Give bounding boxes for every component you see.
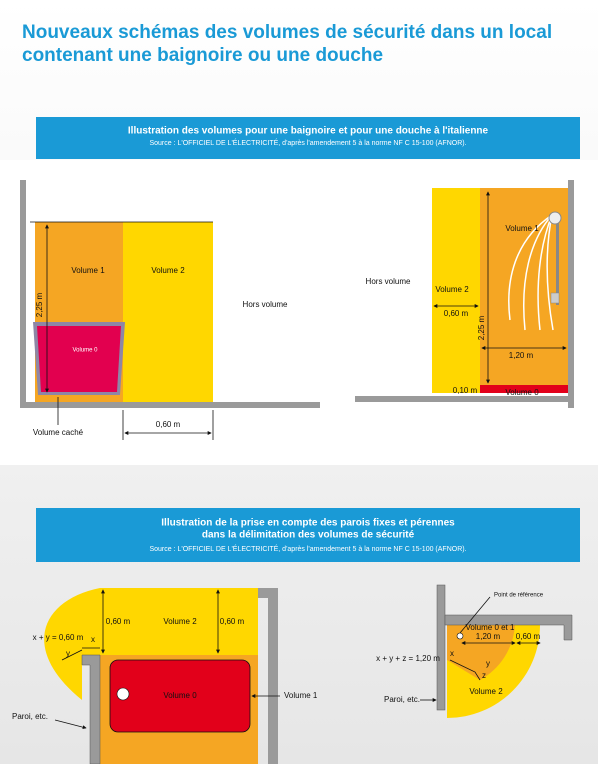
label: Paroi, etc. [384,695,420,704]
section-heading: Illustration de la prise en compte des p… [161,518,455,529]
label: Volume 1 [71,266,105,275]
variable: x [91,635,95,644]
dimension: 1,20 m [509,351,534,360]
label: Volume 0 [72,348,98,354]
section-source: Source : L'OFFICIEL DE L'ÉLECTRICITÉ, d'… [149,544,466,553]
label: Hors volume [243,300,288,309]
dimension: 0,60 m [444,309,469,318]
dimension: 0,60 m [106,617,131,626]
variable: x [450,649,454,658]
label: Volume 2 [469,687,503,696]
formula: x + y = 0,60 m [33,633,84,642]
dimension: 0,60 m [516,632,541,641]
label: Paroi, etc. [12,712,48,721]
label: Volume 0 et 1 [466,623,515,632]
dimension: 1,20 m [476,632,501,641]
dimension: 0,10 m [453,386,478,395]
title-line: Nouveaux schémas des volumes de sécurité… [22,22,552,43]
label: Hors volume [366,277,411,286]
label: Point de référence [494,593,544,599]
variable: z [482,671,486,680]
title-line: contenant une baignoire ou une douche [22,45,383,66]
section-source: Source : L'OFFICIEL DE L'ÉLECTRICITÉ, d'… [149,138,466,147]
label: Volume 2 [151,266,185,275]
section-heading: Illustration des volumes pour une baigno… [128,126,489,137]
label: Volume 1 [284,691,318,700]
label: Volume 2 [435,285,469,294]
dimension: 2,25 m [35,292,44,317]
section-header [36,508,580,562]
bath-walls-diagram [44,588,280,764]
label: Volume 2 [163,617,197,626]
shower-walls-diagram [420,584,573,718]
label: Volume 0 [505,388,539,397]
label: Volume 0 [163,691,197,700]
dimension: 0,60 m [220,617,245,626]
section-heading: dans la délimitation des volumes de sécu… [202,530,415,541]
label: Volume 1 [505,224,539,233]
formula: x + y + z = 1,20 m [376,654,440,663]
shower-diagram [355,180,574,408]
dimension: 0,60 m [156,420,181,429]
dimension: 2,25 m [477,315,486,340]
variable: y [486,659,490,668]
section-header [36,117,580,159]
label: Volume caché [33,428,84,437]
bath-diagram [20,180,320,440]
variable: y [66,649,70,658]
page-title-1: Nouveaux schémas des volumes de sécurité… [22,22,552,66]
